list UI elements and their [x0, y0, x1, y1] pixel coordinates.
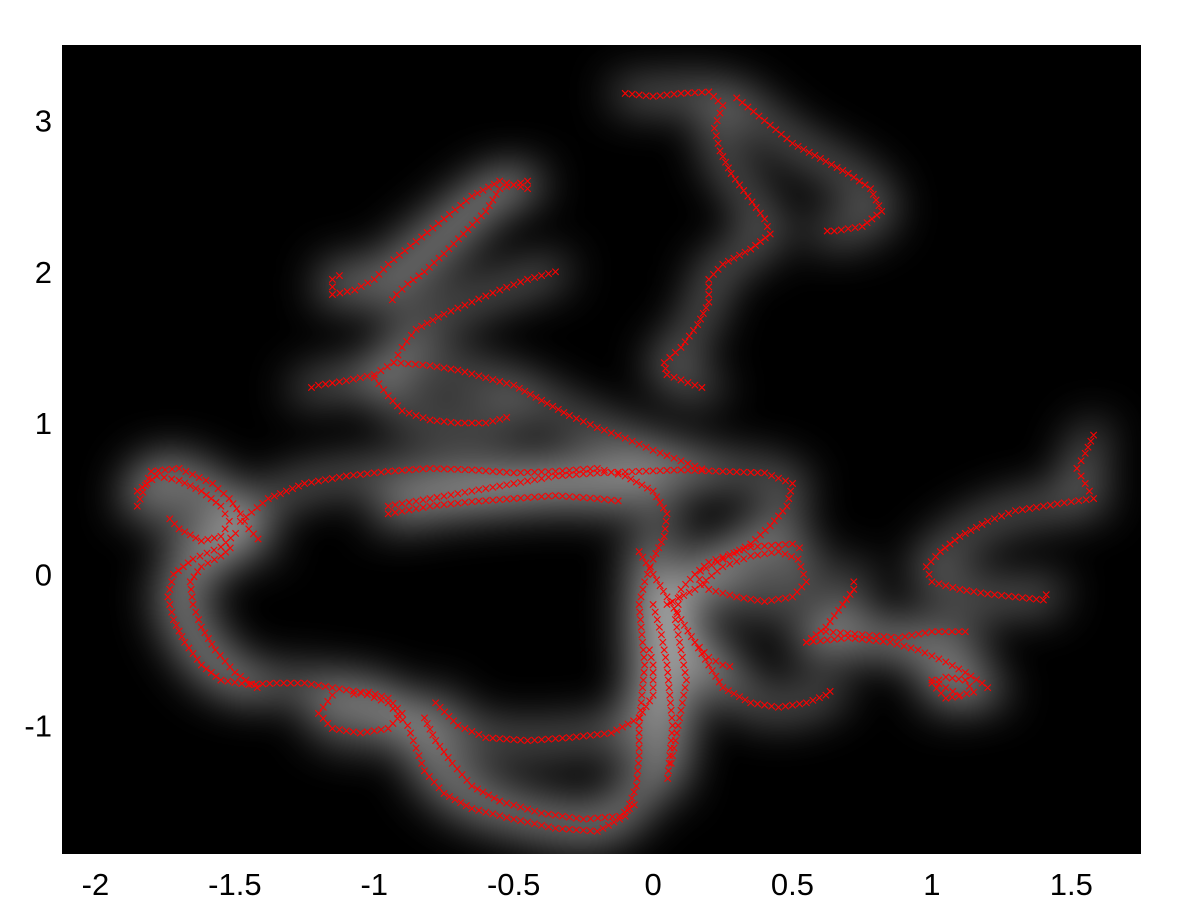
trajectory-markers-14	[432, 646, 657, 745]
trajectory-markers-25	[922, 431, 1098, 604]
trajectory-markers-23	[822, 628, 969, 642]
x-tick-label: 0	[644, 867, 661, 900]
trajectory-8	[384, 492, 622, 518]
trajectory-20	[691, 638, 834, 711]
trajectory-markers-8	[384, 492, 622, 518]
trajectory-0	[621, 88, 774, 392]
trajectory-markers-13	[314, 688, 406, 737]
trajectory-markers	[133, 88, 1098, 835]
trajectory-markers-0	[621, 88, 774, 392]
trajectory-markers-5	[390, 359, 706, 473]
trajectory-markers-7	[384, 466, 797, 588]
trajectory-3	[388, 177, 532, 304]
trajectory-13	[314, 688, 406, 737]
trajectory-markers-6	[370, 374, 511, 427]
x-tick-label: 1	[923, 867, 940, 900]
trajectory-5	[390, 359, 706, 473]
density-band-5	[380, 349, 722, 485]
y-tick-label: 0	[35, 557, 52, 592]
x-tick-label: 1.5	[1050, 867, 1093, 900]
trajectory-17	[649, 600, 677, 782]
trajectory-markers-18	[667, 585, 691, 767]
trajectory-10	[133, 464, 262, 543]
trajectory-23	[822, 628, 969, 642]
trajectory-24	[928, 673, 978, 702]
trajectory-2	[328, 177, 532, 299]
x-tick-label: -1	[360, 867, 388, 900]
x-tick-label: 0.5	[771, 867, 814, 900]
trajectory-markers-3	[388, 177, 532, 304]
trajectory-markers-17	[649, 600, 677, 782]
x-tick-label: -2	[82, 867, 110, 900]
trajectory-markers-19	[663, 540, 810, 609]
trajectory-7	[384, 466, 797, 588]
trajectory-12	[186, 544, 261, 692]
y-tick-label: 1	[35, 406, 52, 441]
plot-area	[62, 45, 1141, 854]
x-tick-label: -1.5	[208, 867, 261, 900]
y-tick-label: 2	[35, 255, 52, 290]
trajectory-9	[133, 472, 233, 545]
trajectory-markers-11	[164, 464, 671, 835]
trajectory-markers-15	[420, 714, 638, 823]
trajectory-markers-12	[186, 544, 261, 692]
trajectory-markers-20	[691, 638, 834, 711]
trajectory-19	[663, 540, 810, 609]
trajectory-markers-1	[733, 94, 886, 235]
trajectory-11	[164, 464, 671, 835]
trajectory-markers-10	[133, 464, 262, 543]
x-tick-label: -0.5	[487, 867, 540, 900]
plot-background	[62, 45, 1141, 854]
y-tick-label: -1	[24, 708, 52, 743]
trajectory-15	[420, 714, 638, 823]
x-axis-ticks: -2 -1.5 -1 -0.5 0 0.5 1 1.5	[82, 867, 1093, 900]
trajectory-1	[733, 94, 886, 235]
trajectory-18	[667, 585, 691, 767]
trajectory-markers-24	[928, 673, 978, 702]
density-band-25	[913, 422, 1107, 613]
trajectory-markers-9	[133, 472, 233, 545]
y-tick-label: 3	[35, 104, 52, 139]
trajectory-22	[802, 634, 992, 692]
trajectory-14	[432, 646, 657, 745]
trajectory-25	[922, 431, 1098, 604]
y-axis-ticks: -1 0 1 2 3	[24, 104, 52, 744]
trajectory-markers-2	[328, 177, 532, 299]
trajectory-6	[370, 374, 511, 427]
trajectory-markers-22	[802, 634, 992, 692]
